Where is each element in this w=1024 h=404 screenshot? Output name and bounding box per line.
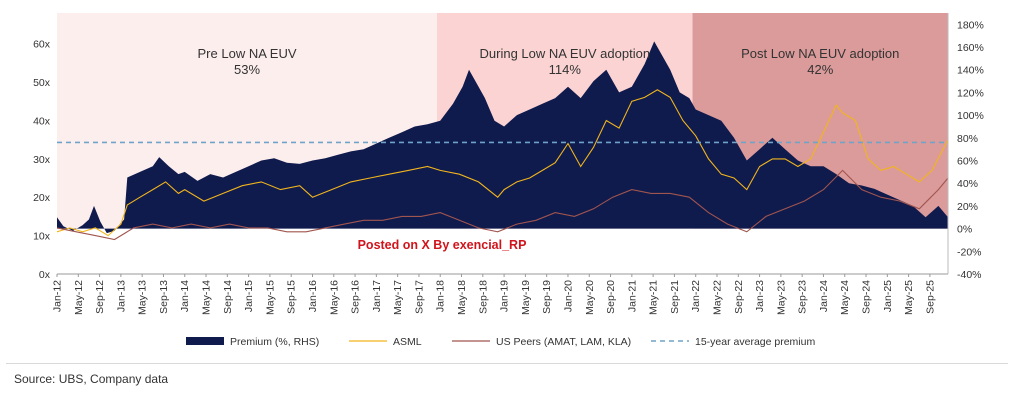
right-tick-label: 80% (957, 133, 978, 145)
x-tick-label: May-21 (648, 280, 660, 315)
x-tick-label: May-13 (137, 280, 149, 315)
right-tick-label: 20% (957, 201, 978, 213)
region-title-1: Pre Low NA EUV (198, 46, 297, 61)
right-tick-label: -20% (957, 246, 982, 258)
line-series (56, 89, 949, 241)
left-tick-label: 10x (33, 231, 51, 243)
x-tick-label: May-19 (520, 280, 532, 315)
x-tick-label: May-14 (201, 280, 213, 315)
x-tick-label: Sep-16 (350, 280, 362, 314)
region-value-2: 114% (549, 62, 582, 77)
x-tick-label: Jan-14 (179, 280, 191, 312)
premium-series (57, 41, 948, 234)
series-premium-area (57, 41, 948, 234)
legend-label-4: 15-year average premium (695, 336, 815, 348)
legend-label-1: Premium (%, RHS) (230, 336, 319, 348)
x-tick-label: Jan-16 (307, 280, 319, 312)
left-tick-label: 30x (33, 154, 51, 166)
x-tick-label: May-17 (392, 280, 404, 315)
x-tick-label: May-18 (456, 280, 468, 315)
x-tick-label: May-22 (712, 280, 724, 315)
x-tick-label: Jan-13 (115, 280, 127, 312)
left-tick-label: 60x (33, 39, 51, 51)
x-tick-label: Jan-18 (435, 280, 447, 312)
right-tick-label: 100% (957, 110, 984, 122)
x-tick-label: May-12 (73, 280, 85, 315)
left-tick-label: 40x (33, 115, 51, 127)
x-tick-label: Sep-15 (286, 280, 298, 314)
region-value-1: 53% (234, 62, 260, 77)
x-tick-label: Sep-19 (541, 280, 553, 314)
x-tick-label: Jan-15 (243, 280, 255, 312)
legend-label-2: ASML (393, 336, 422, 348)
source-note: Source: UBS, Company data (14, 372, 169, 386)
x-tick-label: Sep-12 (94, 280, 106, 314)
x-tick-label: Sep-22 (733, 280, 745, 314)
right-tick-label: 140% (957, 65, 984, 77)
x-tick-label: May-25 (903, 280, 915, 315)
x-tick-label: Jan-19 (499, 280, 511, 312)
x-tick-label: May-24 (839, 280, 851, 315)
x-tick-label: Jan-24 (818, 280, 830, 312)
axes: 0x 10x 20x 30x 40x 50x 60x -40% -20% 0% 20% 40% 60% 8… (33, 13, 984, 315)
right-tick-label: 40% (957, 178, 978, 190)
footer-divider (6, 363, 1008, 364)
right-tick-label: 60% (957, 156, 978, 168)
region-value-3: 42% (807, 62, 833, 77)
x-tick-label: Sep-17 (413, 280, 425, 314)
legend-swatch-premium (186, 337, 224, 345)
x-tick-label: Jan-17 (371, 280, 383, 312)
region-title-3: Post Low NA EUV adoption (741, 46, 899, 61)
right-tick-label: 0% (957, 224, 972, 236)
x-tick-label: Sep-20 (605, 280, 617, 314)
legend-label-3: US Peers (AMAT, LAM, KLA) (496, 336, 631, 348)
series-line-3 (56, 169, 949, 241)
watermark-text: Posted on X By exencial_RP (358, 238, 527, 252)
x-tick-label: Jan-12 (52, 280, 64, 312)
right-tick-label: 120% (957, 87, 984, 99)
right-tick-label: 160% (957, 42, 984, 54)
x-tick-label: Jan-25 (882, 280, 894, 312)
x-tick-label: Jan-23 (754, 280, 766, 312)
right-tick-label: 180% (957, 19, 984, 31)
x-tick-label: Jan-20 (563, 280, 575, 312)
x-tick-label: Sep-25 (924, 280, 936, 314)
series-line-2 (56, 89, 949, 237)
x-tick-label: May-15 (264, 280, 276, 315)
x-tick-label: Sep-18 (477, 280, 489, 314)
x-tick-label: Jan-21 (626, 280, 638, 312)
x-tick-label: May-16 (328, 280, 340, 315)
x-tick-label: Sep-13 (158, 280, 170, 314)
x-tick-label: May-20 (584, 280, 596, 315)
left-tick-label: 0x (39, 269, 51, 281)
left-tick-label: 50x (33, 77, 51, 89)
legend: Premium (%, RHS) ASML US Peers (AMAT, LAM,… (186, 336, 815, 348)
x-tick-label: Sep-24 (861, 280, 873, 314)
left-tick-label: 20x (33, 192, 51, 204)
x-tick-label: Sep-21 (669, 280, 681, 314)
x-tick-label: Sep-14 (222, 280, 234, 314)
x-tick-label: Sep-23 (797, 280, 809, 314)
right-tick-label: -40% (957, 269, 982, 281)
x-tick-label: May-23 (775, 280, 787, 315)
x-tick-label: Jan-22 (690, 280, 702, 312)
region-title-2: During Low NA EUV adoption (480, 46, 651, 61)
